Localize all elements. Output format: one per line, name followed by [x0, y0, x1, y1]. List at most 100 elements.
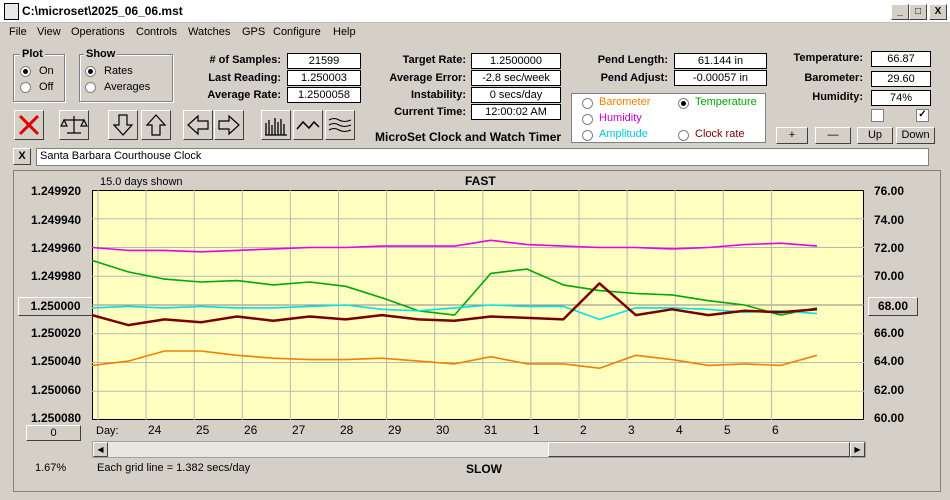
- bar-graph-button[interactable]: [261, 110, 291, 140]
- minimize-button[interactable]: _: [891, 4, 909, 20]
- last-reading-label: Last Reading:: [208, 72, 281, 84]
- series-line-barometer: [92, 350, 818, 369]
- barometer-label: Barometer:: [804, 72, 863, 84]
- average-rate-label: Average Rate:: [207, 89, 281, 101]
- x-tick: 4: [676, 423, 683, 437]
- x-tick: 6: [772, 423, 779, 437]
- scroll-right-arrow-icon[interactable]: ▶: [850, 442, 865, 457]
- x-tick: 31: [484, 423, 498, 437]
- scroll-thumb[interactable]: [548, 442, 850, 457]
- clock-rate-radio[interactable]: [678, 130, 689, 141]
- clock-rate-option: Clock rate: [695, 128, 745, 140]
- target-rate-value[interactable]: 1.2500000: [471, 53, 561, 69]
- series-line-amplitude: [92, 304, 818, 321]
- humidity-radio[interactable]: [582, 114, 593, 125]
- series-line-clock-rate: [92, 282, 818, 327]
- app-icon: [4, 3, 19, 20]
- show-rates-radio[interactable]: [85, 66, 96, 77]
- samples-label: # of Samples:: [209, 54, 281, 66]
- scale-minus-button[interactable]: —: [815, 127, 851, 144]
- down-arrow-button[interactable]: [108, 110, 138, 140]
- humidity-value: 74%: [871, 90, 931, 106]
- env-checkbox-2[interactable]: ✓: [916, 109, 929, 122]
- close-button[interactable]: X: [929, 4, 947, 20]
- slow-label: SLOW: [466, 462, 502, 476]
- grid-note-label: Each grid line = 1.382 secs/day: [97, 462, 251, 474]
- plot-group: Plot On Off: [13, 48, 65, 102]
- scale-down-button[interactable]: Down: [896, 127, 935, 144]
- menu-view[interactable]: View: [37, 26, 61, 38]
- balance-button[interactable]: [59, 110, 89, 140]
- scale-up-button[interactable]: Up: [857, 127, 893, 144]
- menu-bar: File View Operations Controls Watches GP…: [0, 23, 950, 42]
- pend-length-label: Pend Length:: [597, 54, 668, 66]
- y-left-tick: 1.250040: [31, 354, 82, 368]
- temperature-radio[interactable]: [678, 98, 689, 109]
- zero-button[interactable]: 0: [26, 425, 81, 441]
- x-tick: 25: [196, 423, 210, 437]
- right-arrow-icon: [218, 114, 240, 136]
- wave-graph-button[interactable]: [325, 110, 355, 140]
- menu-gps[interactable]: GPS: [242, 26, 266, 38]
- clear-name-button[interactable]: X: [13, 148, 31, 165]
- average-rate-value: 1.2500058: [287, 87, 361, 103]
- amplitude-radio[interactable]: [582, 130, 593, 141]
- percent-label: 1.67%: [35, 462, 67, 474]
- left-center-button[interactable]: 1.250000: [18, 297, 93, 316]
- temperature-value: 66.87: [871, 51, 931, 67]
- y-left-tick: 1.250060: [31, 383, 82, 397]
- plot-group-title: Plot: [20, 48, 45, 60]
- bar-graph-icon: [265, 118, 287, 136]
- plot-on-radio[interactable]: [20, 66, 31, 77]
- chart-scrollbar[interactable]: ◀ ▶: [92, 441, 866, 458]
- left-arrow-icon: [187, 114, 209, 136]
- amplitude-option: Amplitude: [599, 128, 648, 140]
- env-checkbox-1[interactable]: [871, 109, 884, 122]
- instability-label: Instability:: [410, 89, 466, 101]
- barometer-radio[interactable]: [582, 98, 593, 109]
- maximize-button[interactable]: □: [909, 4, 927, 20]
- temperature-label: Temperature:: [793, 52, 863, 64]
- line-graph-button[interactable]: [293, 110, 323, 140]
- x-tick: 26: [244, 423, 258, 437]
- menu-file[interactable]: File: [9, 26, 27, 38]
- y-left-tick: 1.249980: [31, 269, 82, 283]
- samples-value: 21599: [287, 53, 361, 69]
- left-arrow-button[interactable]: [183, 110, 213, 140]
- menu-operations[interactable]: Operations: [71, 26, 125, 38]
- right-arrow-button[interactable]: [214, 110, 244, 140]
- y-left-tick: 1.250020: [31, 326, 82, 340]
- wave-lines-icon: [328, 117, 352, 133]
- down-arrow-icon: [112, 114, 134, 136]
- menu-help[interactable]: Help: [333, 26, 356, 38]
- stop-button[interactable]: [14, 110, 44, 140]
- target-rate-label: Target Rate:: [402, 54, 466, 66]
- barometer-option: Barometer: [599, 96, 651, 108]
- menu-watches[interactable]: Watches: [188, 26, 231, 38]
- pend-length-value[interactable]: 61.144 in: [674, 53, 767, 69]
- title-bar: C:\microset\2025_06_06.mst _ □ X: [0, 0, 950, 23]
- app-subtitle: MicroSet Clock and Watch Timer: [375, 130, 562, 144]
- right-center-button[interactable]: 68.00: [868, 297, 918, 316]
- up-arrow-button[interactable]: [141, 110, 171, 140]
- x-tick: 30: [436, 423, 450, 437]
- average-error-value: -2.8 sec/week: [471, 70, 561, 86]
- x-tick: 27: [292, 423, 306, 437]
- current-time-label: Current Time:: [394, 106, 466, 118]
- line-graph-icon: [296, 120, 320, 130]
- y-right-tick: 62.00: [874, 383, 905, 397]
- scale-plus-button[interactable]: +: [776, 127, 808, 144]
- y-right-tick: 60.00: [874, 411, 905, 425]
- menu-configure[interactable]: Configure: [273, 26, 321, 38]
- y-right-tick: 76.00: [874, 184, 905, 198]
- plot-off-radio[interactable]: [20, 82, 31, 93]
- window-title: C:\microset\2025_06_06.mst: [22, 4, 183, 18]
- menu-controls[interactable]: Controls: [136, 26, 177, 38]
- show-averages-radio[interactable]: [85, 82, 96, 93]
- y-left-tick: 1.249960: [31, 241, 82, 255]
- scroll-left-arrow-icon[interactable]: ◀: [93, 442, 108, 457]
- humidity-label: Humidity:: [812, 91, 863, 103]
- clock-name-field[interactable]: Santa Barbara Courthouse Clock: [36, 148, 929, 166]
- plot-on-label: On: [39, 65, 54, 77]
- y-right-tick: 72.00: [874, 241, 905, 255]
